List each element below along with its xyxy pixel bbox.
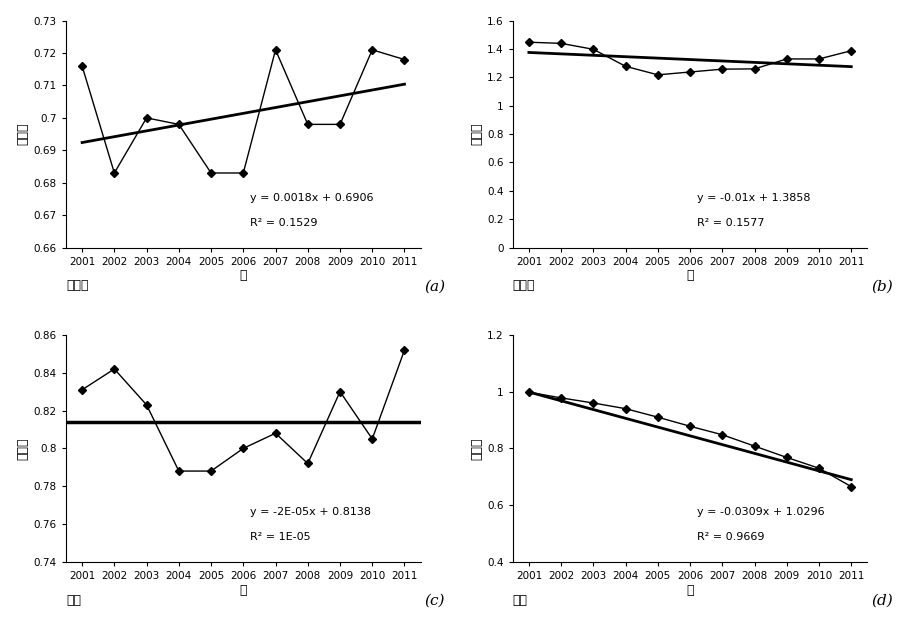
Text: (d): (d) bbox=[871, 594, 893, 607]
X-axis label: 年: 年 bbox=[686, 584, 694, 597]
Text: 北美洲: 北美洲 bbox=[66, 279, 88, 292]
Y-axis label: 生物量: 生物量 bbox=[470, 123, 483, 145]
X-axis label: 年: 年 bbox=[240, 269, 247, 282]
Text: R² = 1E-05: R² = 1E-05 bbox=[250, 532, 311, 542]
Text: (c): (c) bbox=[425, 594, 445, 607]
X-axis label: 年: 年 bbox=[686, 269, 694, 282]
Text: 南美洲: 南美洲 bbox=[513, 279, 535, 292]
Text: y = -2E-05x + 0.8138: y = -2E-05x + 0.8138 bbox=[250, 507, 372, 517]
Text: R² = 0.1529: R² = 0.1529 bbox=[250, 217, 318, 227]
Y-axis label: 生物量: 生物量 bbox=[16, 123, 30, 145]
Y-axis label: 生物量: 生物量 bbox=[16, 437, 30, 460]
Text: R² = 0.1577: R² = 0.1577 bbox=[697, 217, 764, 227]
X-axis label: 年: 年 bbox=[240, 584, 247, 597]
Text: (b): (b) bbox=[871, 279, 893, 293]
Text: y = -0.01x + 1.3858: y = -0.01x + 1.3858 bbox=[697, 193, 811, 202]
Text: R² = 0.9669: R² = 0.9669 bbox=[697, 532, 764, 542]
Text: 亚洲: 亚洲 bbox=[66, 594, 81, 607]
Text: y = -0.0309x + 1.0296: y = -0.0309x + 1.0296 bbox=[697, 507, 824, 517]
Y-axis label: 生物量: 生物量 bbox=[470, 437, 483, 460]
Text: 非洲: 非洲 bbox=[513, 594, 528, 607]
Text: y = 0.0018x + 0.6906: y = 0.0018x + 0.6906 bbox=[250, 193, 374, 202]
Text: (a): (a) bbox=[425, 279, 445, 293]
